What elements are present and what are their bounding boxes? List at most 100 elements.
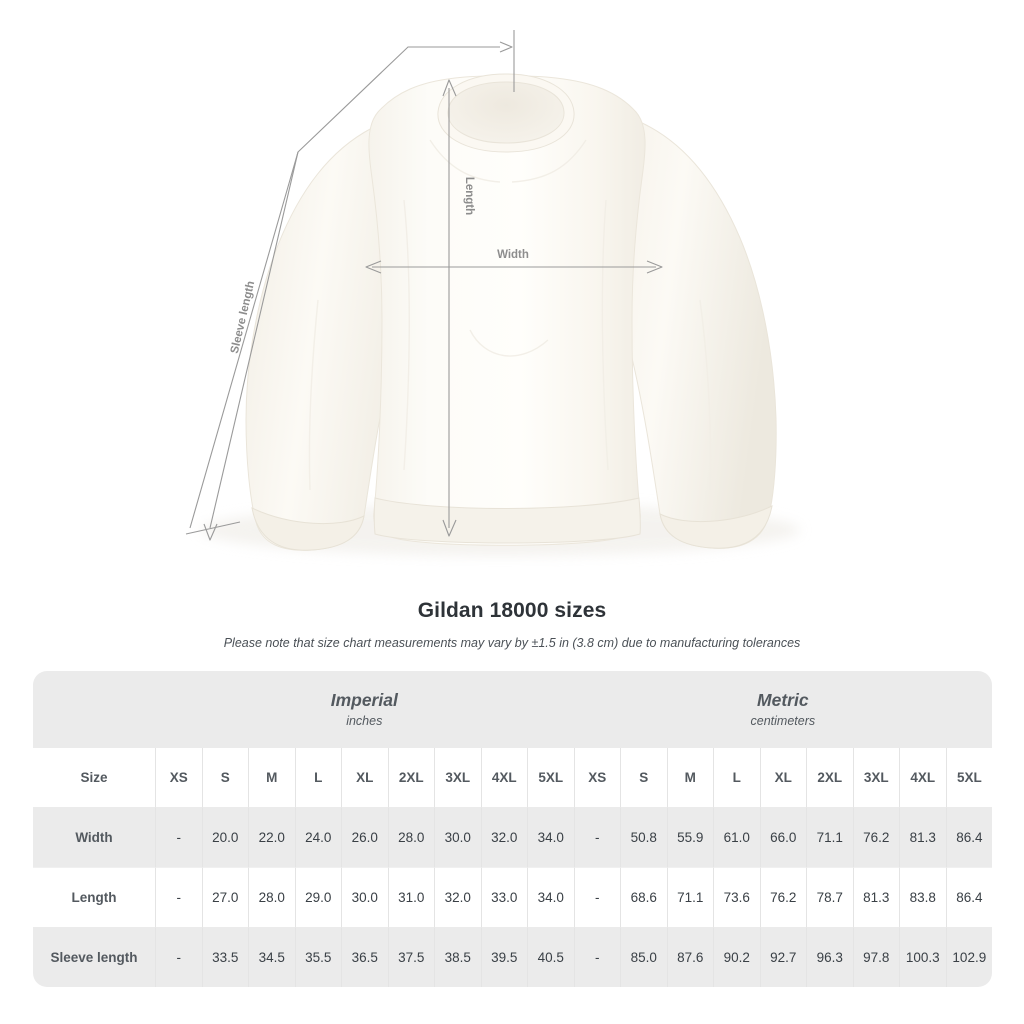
cell-length-imperial-5xl: 34.0 — [527, 867, 574, 927]
cell-width-imperial-xs: - — [155, 807, 202, 867]
unit-sub-metric: centimeters — [750, 714, 816, 728]
cell-sleeve-imperial-2xl: 37.5 — [387, 927, 434, 987]
cell-length-metric-xl: 76.2 — [759, 867, 807, 927]
row-label-length: Length — [33, 867, 155, 927]
cell-sleeve-imperial-l: 35.5 — [294, 927, 341, 987]
cell-sleeve-metric-3xl: 97.8 — [852, 927, 900, 987]
cell-sleeve-imperial-xl: 36.5 — [341, 927, 388, 987]
size-chart-table-container: Imperial inches Metric centimeters Size … — [33, 671, 993, 987]
cell-width-metric-l: 61.0 — [713, 807, 760, 867]
size-header-metric-m: M — [666, 748, 714, 807]
cell-width-metric-xs: - — [573, 807, 621, 867]
row-label-sleeve-length: Sleeve length — [33, 927, 155, 987]
cell-length-imperial-3xl: 32.0 — [434, 867, 481, 927]
cell-length-metric-4xl: 83.8 — [899, 867, 946, 927]
tolerance-note: Please note that size chart measurements… — [223, 636, 801, 650]
cell-sleeve-metric-2xl: 96.3 — [806, 927, 853, 987]
cell-length-imperial-4xl: 33.0 — [480, 867, 527, 927]
table-row: Width - 20.0 22.0 24.0 26.0 28.0 30.0 32… — [33, 807, 993, 867]
size-header-metric-xl: XL — [759, 748, 807, 807]
table-row: Length - 27.0 28.0 29.0 30.0 31.0 32.0 3… — [33, 867, 993, 927]
cell-sleeve-metric-5xl: 102.9 — [945, 927, 993, 987]
cell-sleeve-metric-xl: 92.7 — [759, 927, 807, 987]
size-header-metric-4xl: 4XL — [899, 748, 946, 807]
unit-banner-imperial: Imperial inches — [155, 671, 574, 748]
unit-name-metric: Metric — [757, 690, 809, 710]
size-header-imperial-5xl: 5XL — [527, 748, 574, 807]
cell-width-metric-2xl: 71.1 — [806, 807, 853, 867]
size-header-metric-5xl: 5XL — [945, 748, 993, 807]
cell-sleeve-imperial-m: 34.5 — [248, 927, 295, 987]
length-arrow — [442, 79, 457, 537]
garment-body — [368, 75, 646, 546]
cell-width-imperial-s: 20.0 — [201, 807, 248, 867]
right-cuff — [659, 505, 773, 549]
unit-banner-metric: Metric centimeters — [573, 671, 993, 748]
cell-length-imperial-s: 27.0 — [201, 867, 248, 927]
size-header-imperial-s: S — [201, 748, 248, 807]
fabric-folds — [308, 139, 712, 491]
cell-sleeve-imperial-s: 33.5 — [201, 927, 248, 987]
size-chart-table: Imperial inches Metric centimeters Size … — [33, 671, 993, 987]
size-header-imperial-4xl: 4XL — [480, 748, 527, 807]
sweatshirt-illustration: Length Width Sleeve length — [185, 30, 800, 556]
cell-length-metric-2xl: 78.7 — [806, 867, 853, 927]
row-label-width: Width — [33, 807, 155, 867]
cell-width-imperial-2xl: 28.0 — [387, 807, 434, 867]
unit-name-imperial: Imperial — [330, 690, 398, 710]
cell-width-metric-m: 55.9 — [666, 807, 714, 867]
bottom-hem — [373, 497, 641, 544]
length-label: Length — [463, 177, 475, 215]
size-header-imperial-m: M — [248, 748, 295, 807]
cell-sleeve-imperial-3xl: 38.5 — [434, 927, 481, 987]
cell-width-imperial-4xl: 32.0 — [480, 807, 527, 867]
cell-width-imperial-3xl: 30.0 — [434, 807, 481, 867]
cell-width-metric-3xl: 76.2 — [852, 807, 900, 867]
unit-sub-imperial: inches — [346, 714, 383, 728]
size-header-label: Size — [33, 748, 155, 807]
size-header-imperial-2xl: 2XL — [387, 748, 434, 807]
collar-opening — [448, 78, 564, 146]
size-header-imperial-xs: XS — [155, 748, 202, 807]
cell-width-imperial-xl: 26.0 — [341, 807, 388, 867]
width-label: Width — [497, 249, 529, 261]
size-header-row: Size XS S M L XL 2XL 3XL 4XL 5XL XS S M … — [33, 748, 993, 807]
cell-length-metric-s: 68.6 — [620, 867, 667, 927]
cell-width-imperial-l: 24.0 — [294, 807, 341, 867]
collar-rib — [437, 73, 575, 153]
cell-width-imperial-5xl: 34.0 — [527, 807, 574, 867]
left-cuff — [251, 507, 365, 551]
size-header-imperial-3xl: 3XL — [434, 748, 481, 807]
cell-sleeve-imperial-4xl: 39.5 — [480, 927, 527, 987]
cell-width-metric-4xl: 81.3 — [899, 807, 946, 867]
cell-width-imperial-m: 22.0 — [248, 807, 295, 867]
cell-length-metric-5xl: 86.4 — [945, 867, 993, 927]
cell-length-imperial-xs: - — [155, 867, 202, 927]
cell-sleeve-metric-xs: - — [573, 927, 621, 987]
cell-sleeve-metric-m: 87.6 — [666, 927, 714, 987]
cell-length-metric-xs: - — [573, 867, 621, 927]
size-header-metric-2xl: 2XL — [806, 748, 853, 807]
cell-sleeve-metric-l: 90.2 — [713, 927, 760, 987]
cell-width-metric-5xl: 86.4 — [945, 807, 993, 867]
cell-width-metric-s: 50.8 — [620, 807, 667, 867]
table-row: Sleeve length - 33.5 34.5 35.5 36.5 37.5… — [33, 927, 993, 987]
cell-length-imperial-2xl: 31.0 — [387, 867, 434, 927]
size-header-imperial-l: L — [294, 748, 341, 807]
cell-length-metric-3xl: 81.3 — [852, 867, 900, 927]
cell-sleeve-metric-s: 85.0 — [620, 927, 667, 987]
sleeve-length-arrow — [203, 151, 299, 541]
garment-diagram: Length Width Sleeve length — [185, 30, 800, 556]
cell-length-metric-m: 71.1 — [666, 867, 714, 927]
cell-length-imperial-xl: 30.0 — [341, 867, 388, 927]
cell-sleeve-imperial-5xl: 40.5 — [527, 927, 574, 987]
cell-length-imperial-l: 29.0 — [294, 867, 341, 927]
heading-block: Gildan 18000 sizes Please note that size… — [0, 598, 1024, 651]
cell-length-metric-l: 73.6 — [713, 867, 760, 927]
unit-banner-row: Imperial inches Metric centimeters — [33, 671, 993, 748]
size-header-metric-3xl: 3XL — [852, 748, 900, 807]
size-header-metric-l: L — [713, 748, 760, 807]
cell-length-imperial-m: 28.0 — [248, 867, 295, 927]
width-arrow — [365, 260, 663, 274]
unit-banner-spacer — [33, 671, 155, 748]
